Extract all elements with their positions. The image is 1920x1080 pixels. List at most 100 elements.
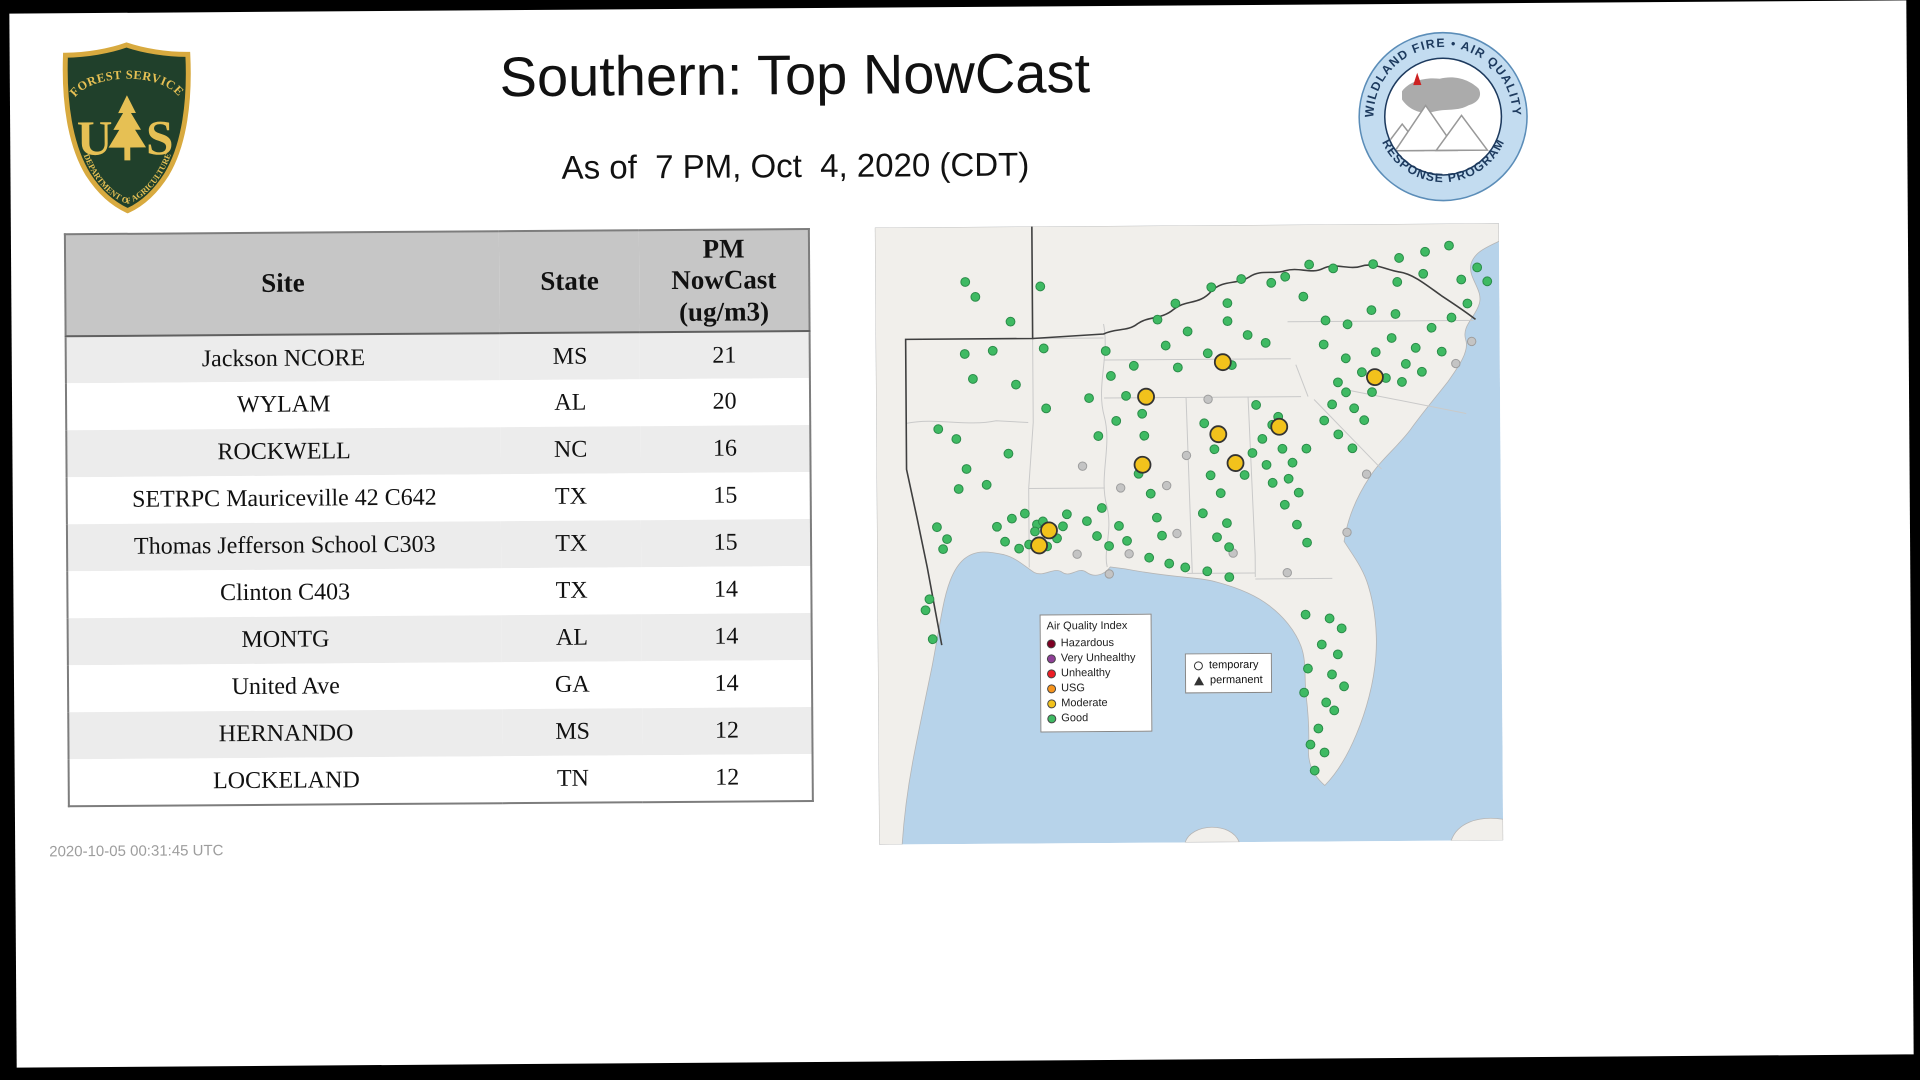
page-title: Southern: Top NowCast <box>499 41 1091 109</box>
inactive-monitor-dot <box>1124 549 1134 559</box>
value-cell: 15 <box>713 482 738 509</box>
good-monitor-dot <box>1011 379 1021 390</box>
value-cell: 20 <box>712 388 737 415</box>
good-monitor-dot <box>1224 572 1235 583</box>
good-monitor-dot <box>1283 473 1294 484</box>
generated-timestamp: 2020-10-05 00:31:45 UTC <box>49 842 224 861</box>
table-row: Clinton C403 TX 14 <box>67 566 812 619</box>
good-monitor-dot <box>970 291 981 302</box>
aqi-legend-label: Moderate <box>1061 696 1108 710</box>
good-monitor-dot <box>1292 519 1302 530</box>
good-monitor-dot <box>1333 429 1344 440</box>
good-monitor-dot <box>1019 508 1030 519</box>
aqi-legend-label: Unhealthy <box>1060 666 1111 680</box>
site-cell: Clinton C403 <box>219 579 351 607</box>
value-cell: 14 <box>713 576 739 603</box>
good-monitor-dot <box>1260 337 1271 348</box>
good-monitor-dot <box>1205 470 1216 481</box>
good-monitor-dot <box>1222 316 1233 327</box>
circle-marker-icon <box>1193 661 1203 671</box>
good-monitor-dot <box>981 479 992 490</box>
marker-type-label: temporary <box>1208 658 1259 672</box>
good-monitor-dot <box>1215 488 1226 499</box>
moderate-monitor-dot <box>1133 455 1152 474</box>
page-subtitle: As of 7 PM, Oct 4, 2020 (CDT) <box>561 145 1030 186</box>
good-monitor-dot <box>1030 526 1040 537</box>
inactive-monitor-dot <box>1451 358 1461 369</box>
moderate-monitor-dot <box>1040 521 1058 540</box>
good-monitor-dot <box>1145 488 1156 499</box>
header: Southern: Top NowCast As of 7 PM, Oct 4,… <box>220 38 1371 189</box>
good-monitor-dot <box>1014 543 1025 554</box>
good-monitor-dot <box>951 434 962 444</box>
inactive-monitor-dot <box>1077 461 1088 471</box>
good-monitor-dot <box>1100 346 1111 356</box>
good-monitor-dot <box>1202 348 1213 359</box>
good-monitor-dot <box>1111 416 1122 426</box>
good-monitor-dot <box>1206 282 1217 293</box>
good-monitor-dot <box>1151 512 1162 523</box>
good-monitor-dot <box>1122 535 1132 546</box>
moderate-monitor-dot <box>1270 417 1289 436</box>
aqi-legend: Air Quality Index Hazardous Very Unhealth… <box>1039 613 1153 733</box>
good-monitor-dot <box>1092 531 1102 541</box>
good-monitor-dot <box>1104 541 1114 551</box>
good-monitor-dot <box>920 605 931 616</box>
good-monitor-dot <box>1061 509 1072 520</box>
moderate-monitor-dot <box>1213 353 1232 372</box>
hazardous-swatch <box>1046 639 1056 649</box>
state-cell: AL <box>554 389 587 416</box>
good-monitor-dot <box>1257 433 1268 444</box>
inactive-monitor-dot <box>1361 469 1372 479</box>
moderate-swatch <box>1047 699 1057 709</box>
fire-marker-icon <box>1413 72 1422 86</box>
table-row: United Ave GA 14 <box>67 660 813 713</box>
good-monitor-dot <box>1082 516 1092 527</box>
good-monitor-dot <box>987 345 998 356</box>
table-row: ROCKWELL NC 16 <box>66 425 811 478</box>
good-monitor-dot <box>1236 274 1247 284</box>
good-monitor-dot <box>968 374 978 384</box>
good-monitor-dot <box>1222 518 1232 529</box>
table-row: Thomas Jefferson School C303 TX 15 <box>66 519 812 572</box>
inactive-monitor-dot <box>1181 450 1192 461</box>
good-monitor-dot <box>1197 508 1208 519</box>
state-cell: MS <box>552 343 588 370</box>
usg-swatch <box>1047 684 1057 694</box>
good-monitor-dot <box>1356 367 1367 378</box>
good-monitor-dot <box>1327 399 1338 410</box>
good-monitor-dot <box>1347 443 1358 454</box>
good-monitor-dot <box>1420 246 1430 257</box>
state-column-header: State <box>499 230 640 334</box>
table-row: SETRPC Mauriceville 42 C642 TX 15 <box>66 472 811 525</box>
good-monitor-dot <box>1041 403 1052 414</box>
good-monitor-dot <box>1472 262 1483 273</box>
state-cell: TX <box>554 483 588 510</box>
good-monitor-dot <box>1359 415 1370 426</box>
aqi-legend-label: Hazardous <box>1060 636 1115 650</box>
good-monitor-dot <box>1299 687 1310 698</box>
good-monitor-dot <box>1000 536 1010 547</box>
nowcast-table: Site State PM NowCast (ug/m3) Jackson NC… <box>63 228 814 808</box>
good-monitor-dot <box>1304 259 1315 270</box>
good-monitor-dot <box>1426 322 1437 333</box>
good-monitor-dot <box>1367 387 1377 398</box>
good-monitor-dot <box>992 521 1002 532</box>
mountain-icon <box>1393 104 1459 152</box>
good-monitor-dot <box>1170 298 1181 309</box>
triangle-marker-icon <box>1193 676 1205 686</box>
us-map-silhouette <box>1401 77 1481 113</box>
marker-type-label: permanent <box>1209 673 1263 687</box>
good-monitor-dot <box>1164 558 1175 569</box>
good-monitor-dot <box>1180 562 1191 573</box>
good-monitor-dot <box>1370 347 1381 358</box>
map-canvas <box>874 223 1504 845</box>
table-header-row: Site State PM NowCast (ug/m3) <box>64 229 810 337</box>
good-monitor-dot <box>1005 316 1016 327</box>
good-monitor-dot <box>1121 390 1131 401</box>
good-monitor-dot <box>960 277 971 287</box>
value-cell: 12 <box>714 717 740 744</box>
good-monitor-dot <box>1319 747 1330 758</box>
good-monitor-dot <box>1340 353 1351 364</box>
moderate-monitor-dot <box>1366 368 1384 387</box>
